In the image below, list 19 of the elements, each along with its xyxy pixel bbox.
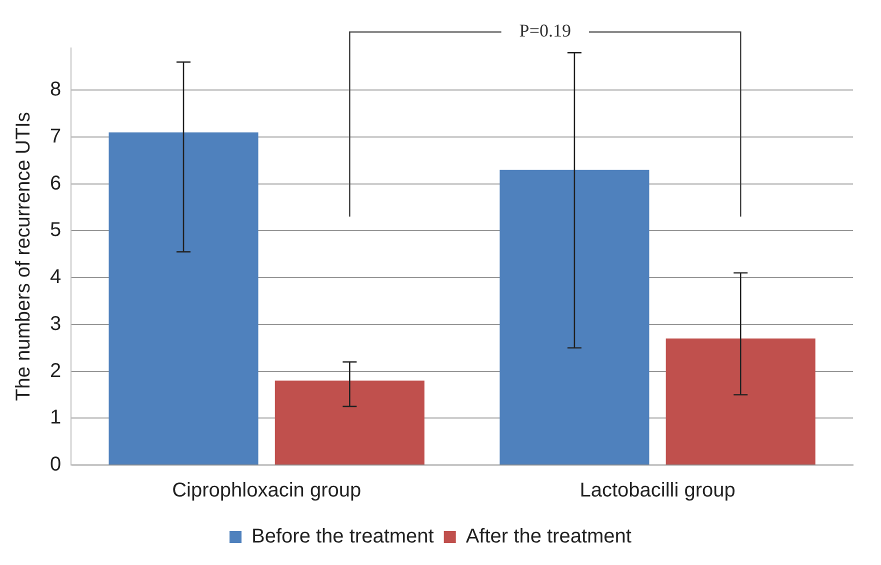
bar (274, 380, 424, 464)
y-tick-label: 7 (50, 126, 62, 148)
y-tick-label: 0 (50, 454, 62, 476)
y-tick-label: 5 (50, 219, 62, 242)
y-tick-label: 2 (50, 360, 62, 382)
bar (666, 338, 816, 464)
y-tick-label: 8 (50, 78, 62, 101)
bar (108, 132, 258, 464)
y-tick-label: 4 (50, 266, 62, 288)
y-tick-label: 1 (50, 406, 62, 429)
y-tick-label: 6 (50, 172, 62, 194)
text: P=0.19 (519, 20, 571, 41)
x-tick-label: Ciprophloxacin group (172, 480, 362, 502)
bar (500, 170, 650, 464)
legend-label: Before the treatment (252, 526, 434, 548)
y-tick-label: 3 (50, 312, 62, 335)
y-axis-title: The numbers of recurrence UTIs (12, 112, 35, 401)
legend-label: After the treatment (466, 526, 632, 548)
x-tick-label: Lactobacilli group (580, 480, 736, 502)
